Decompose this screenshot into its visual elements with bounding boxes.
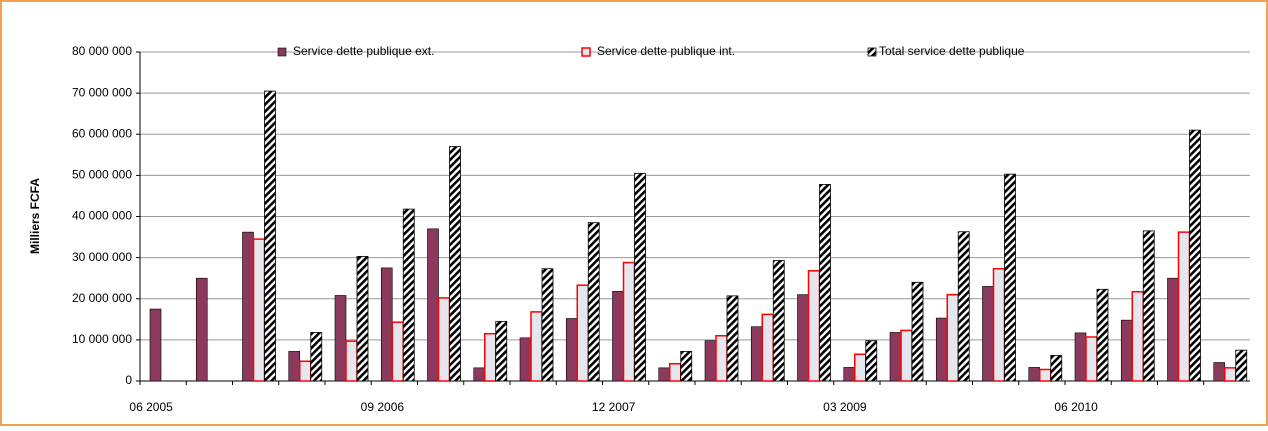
x-tick-label: 06 2005 xyxy=(129,400,173,414)
bar xyxy=(807,270,821,382)
bar xyxy=(391,321,404,382)
bar xyxy=(1050,355,1063,382)
x-tick-label: 03 2009 xyxy=(823,400,867,414)
bar xyxy=(1213,362,1226,382)
bar xyxy=(761,313,774,382)
y-tick-label: 40 000 000 xyxy=(72,209,132,223)
bar xyxy=(1004,173,1016,382)
bar xyxy=(541,268,554,382)
legend-label: Total service dette publique xyxy=(879,44,1025,58)
bar xyxy=(380,267,393,382)
bar xyxy=(992,267,1006,382)
bar xyxy=(819,184,831,382)
y-tick-label: 50 000 000 xyxy=(72,168,132,182)
y-tick-label: 10 000 000 xyxy=(72,332,132,346)
bar xyxy=(1167,277,1179,382)
bar xyxy=(288,351,301,382)
bar xyxy=(772,260,785,382)
bar xyxy=(612,291,624,382)
bar xyxy=(911,281,924,382)
bar xyxy=(946,293,959,382)
x-tick-label: 12 2007 xyxy=(592,400,636,414)
bar xyxy=(345,340,358,382)
bar xyxy=(565,318,578,382)
y-tick-label: 80 000 000 xyxy=(72,44,132,58)
bar xyxy=(1074,332,1087,382)
bar xyxy=(957,231,970,382)
bar xyxy=(1189,129,1201,382)
bar xyxy=(1028,367,1041,382)
y-tick-label: 0 xyxy=(125,373,132,387)
bar xyxy=(252,238,266,382)
bar xyxy=(149,308,162,382)
bar xyxy=(704,340,717,382)
bar xyxy=(334,295,347,382)
bar xyxy=(865,340,878,382)
bar xyxy=(797,294,809,382)
bar xyxy=(473,367,486,382)
bar xyxy=(622,261,636,382)
bar xyxy=(1085,336,1098,382)
bar xyxy=(935,317,948,382)
x-tick-label: 06 2010 xyxy=(1054,400,1098,414)
bar xyxy=(1224,367,1237,382)
y-axis-label: Milliers FCFA xyxy=(28,178,42,254)
bar xyxy=(1131,291,1144,382)
bar xyxy=(402,208,415,382)
bar xyxy=(726,295,739,382)
bar xyxy=(195,277,208,382)
bar xyxy=(519,337,532,382)
legend-label: Service dette publique ext. xyxy=(293,44,434,58)
y-tick-label: 60 000 000 xyxy=(72,126,132,140)
x-tick-label: 09 2006 xyxy=(361,400,405,414)
bar xyxy=(264,90,276,382)
bar xyxy=(427,228,439,382)
legend-marker xyxy=(581,47,591,57)
bar xyxy=(1039,368,1052,382)
bar xyxy=(242,231,254,382)
bar xyxy=(634,172,646,382)
bar xyxy=(356,255,369,382)
bar xyxy=(680,350,693,382)
bar xyxy=(1235,349,1248,382)
bar xyxy=(310,332,323,382)
y-tick-label: 70 000 000 xyxy=(72,85,132,99)
bar xyxy=(530,311,543,382)
bar xyxy=(449,146,461,382)
bar xyxy=(982,286,994,382)
bar xyxy=(750,326,763,382)
bar xyxy=(299,360,312,382)
bar xyxy=(669,362,682,382)
bar xyxy=(484,332,497,382)
bar xyxy=(1096,288,1109,382)
bar xyxy=(587,222,600,382)
legend-marker xyxy=(277,47,287,57)
bar xyxy=(1120,319,1133,382)
bar xyxy=(715,335,728,382)
legend-marker xyxy=(867,47,877,57)
y-tick-label: 20 000 000 xyxy=(72,291,132,305)
bar xyxy=(854,353,867,382)
bar xyxy=(843,367,856,382)
legend-label: Service dette publique int. xyxy=(597,44,735,58)
bar xyxy=(437,297,451,382)
bar xyxy=(576,284,589,382)
bar xyxy=(889,332,902,382)
bar xyxy=(900,329,913,382)
bar xyxy=(658,367,671,382)
bar xyxy=(1177,231,1191,382)
bar xyxy=(495,320,508,382)
y-tick-label: 30 000 000 xyxy=(72,250,132,264)
bar xyxy=(1142,230,1155,382)
